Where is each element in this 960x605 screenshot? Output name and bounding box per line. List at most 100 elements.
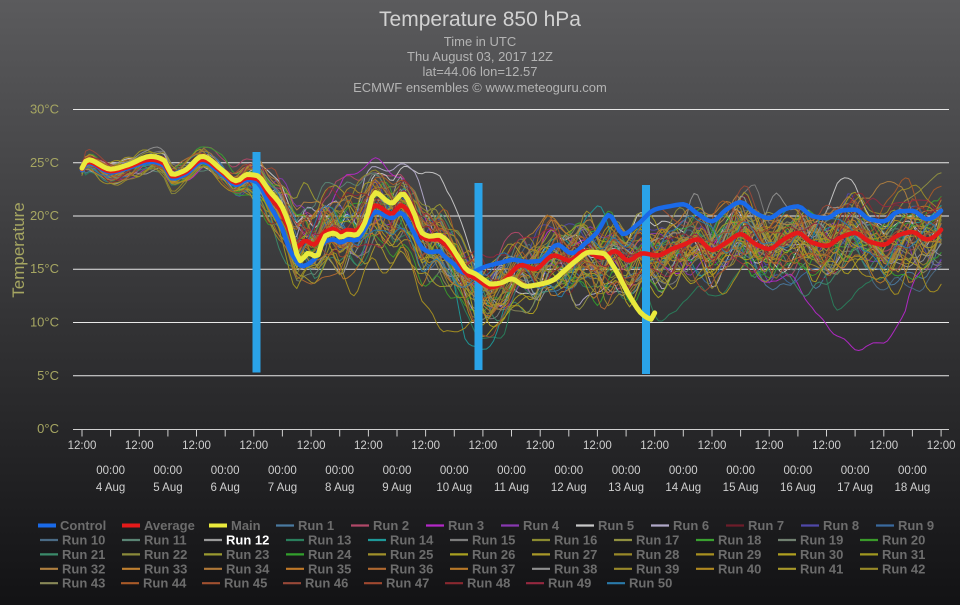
svg-text:Time in UTC: Time in UTC: [444, 34, 516, 49]
svg-text:12:00: 12:00: [297, 440, 326, 452]
svg-text:11 Aug: 11 Aug: [494, 482, 529, 494]
svg-text:10°C: 10°C: [30, 315, 59, 330]
svg-text:00:00: 00:00: [898, 465, 927, 477]
svg-text:15 Aug: 15 Aug: [723, 482, 759, 494]
svg-text:12:00: 12:00: [239, 440, 268, 452]
svg-text:Run 2: Run 2: [373, 518, 409, 533]
svg-text:00:00: 00:00: [669, 465, 698, 477]
svg-text:Run 26: Run 26: [472, 547, 515, 562]
svg-text:4 Aug: 4 Aug: [96, 482, 125, 494]
svg-text:Main: Main: [231, 518, 261, 533]
svg-text:Run 16: Run 16: [554, 533, 597, 548]
svg-text:Thu August 03, 2017 12Z: Thu August 03, 2017 12Z: [407, 49, 553, 64]
svg-text:Run 13: Run 13: [308, 533, 351, 548]
svg-text:12:00: 12:00: [68, 440, 97, 452]
svg-text:Run 34: Run 34: [226, 561, 270, 576]
svg-text:Run 46: Run 46: [305, 576, 348, 591]
svg-text:Run 47: Run 47: [386, 576, 429, 591]
svg-text:0°C: 0°C: [37, 421, 59, 436]
svg-text:12:00: 12:00: [526, 440, 555, 452]
svg-text:Run 41: Run 41: [800, 561, 843, 576]
svg-text:00:00: 00:00: [211, 465, 240, 477]
svg-text:Run 18: Run 18: [718, 533, 761, 548]
svg-text:12:00: 12:00: [927, 440, 956, 452]
svg-text:00:00: 00:00: [154, 465, 183, 477]
svg-text:00:00: 00:00: [268, 465, 297, 477]
svg-text:Run 37: Run 37: [472, 561, 515, 576]
svg-text:30°C: 30°C: [30, 102, 59, 117]
svg-text:12 Aug: 12 Aug: [551, 482, 587, 494]
svg-text:Run 5: Run 5: [598, 518, 634, 533]
svg-text:8 Aug: 8 Aug: [325, 482, 354, 494]
svg-text:Run 44: Run 44: [143, 576, 187, 591]
svg-text:12:00: 12:00: [354, 440, 383, 452]
svg-text:Run 48: Run 48: [467, 576, 510, 591]
svg-text:Control: Control: [60, 518, 106, 533]
svg-text:00:00: 00:00: [784, 465, 813, 477]
svg-text:6 Aug: 6 Aug: [210, 482, 239, 494]
svg-text:Run 25: Run 25: [390, 547, 433, 562]
svg-text:25°C: 25°C: [30, 155, 59, 170]
svg-text:Run 9: Run 9: [898, 518, 934, 533]
svg-text:Run 19: Run 19: [800, 533, 843, 548]
svg-text:14 Aug: 14 Aug: [665, 482, 701, 494]
svg-text:Run 20: Run 20: [882, 533, 925, 548]
svg-text:Run 31: Run 31: [882, 547, 925, 562]
svg-text:15°C: 15°C: [30, 261, 59, 276]
svg-text:12:00: 12:00: [698, 440, 727, 452]
svg-text:Average: Average: [144, 518, 195, 533]
svg-text:Run 14: Run 14: [390, 533, 434, 548]
svg-text:Run 33: Run 33: [144, 561, 187, 576]
svg-text:Run 43: Run 43: [62, 576, 105, 591]
svg-text:00:00: 00:00: [554, 465, 583, 477]
svg-text:Run 27: Run 27: [554, 547, 597, 562]
svg-text:Run 24: Run 24: [308, 547, 352, 562]
svg-text:Run 1: Run 1: [298, 518, 334, 533]
svg-text:Run 38: Run 38: [554, 561, 597, 576]
svg-text:10 Aug: 10 Aug: [436, 482, 472, 494]
svg-text:5 Aug: 5 Aug: [153, 482, 182, 494]
svg-text:Run 49: Run 49: [548, 576, 591, 591]
svg-text:12:00: 12:00: [182, 440, 211, 452]
svg-text:Run 7: Run 7: [748, 518, 784, 533]
svg-text:Run 36: Run 36: [390, 561, 433, 576]
svg-text:5°C: 5°C: [37, 368, 59, 383]
svg-text:00:00: 00:00: [497, 465, 526, 477]
svg-text:12:00: 12:00: [125, 440, 154, 452]
svg-text:00:00: 00:00: [440, 465, 469, 477]
svg-text:00:00: 00:00: [383, 465, 412, 477]
svg-text:Run 29: Run 29: [718, 547, 761, 562]
svg-text:Run 22: Run 22: [144, 547, 187, 562]
svg-text:Run 15: Run 15: [472, 533, 515, 548]
svg-text:lat=44.06 lon=12.57: lat=44.06 lon=12.57: [423, 64, 538, 79]
svg-text:Run 42: Run 42: [882, 561, 925, 576]
svg-text:Run 8: Run 8: [823, 518, 859, 533]
svg-text:00:00: 00:00: [726, 465, 755, 477]
svg-text:Run 12: Run 12: [226, 533, 269, 548]
svg-text:Run 3: Run 3: [448, 518, 484, 533]
svg-text:9 Aug: 9 Aug: [382, 482, 411, 494]
svg-text:Run 21: Run 21: [62, 547, 105, 562]
svg-text:Run 45: Run 45: [224, 576, 267, 591]
svg-text:13 Aug: 13 Aug: [608, 482, 644, 494]
svg-text:Run 11: Run 11: [144, 533, 187, 548]
svg-text:12:00: 12:00: [583, 440, 612, 452]
svg-text:12:00: 12:00: [755, 440, 784, 452]
svg-text:Run 39: Run 39: [636, 561, 679, 576]
svg-text:Run 28: Run 28: [636, 547, 679, 562]
svg-text:Run 10: Run 10: [62, 533, 105, 548]
svg-text:20°C: 20°C: [30, 208, 59, 223]
svg-text:Run 32: Run 32: [62, 561, 105, 576]
svg-text:Run 35: Run 35: [308, 561, 351, 576]
svg-text:00:00: 00:00: [612, 465, 641, 477]
svg-text:12:00: 12:00: [411, 440, 440, 452]
svg-text:12:00: 12:00: [812, 440, 841, 452]
svg-text:Temperature 850 hPa: Temperature 850 hPa: [379, 8, 581, 31]
svg-text:7 Aug: 7 Aug: [268, 482, 297, 494]
svg-text:Run 40: Run 40: [718, 561, 761, 576]
svg-text:17 Aug: 17 Aug: [837, 482, 873, 494]
svg-text:16 Aug: 16 Aug: [780, 482, 816, 494]
svg-text:00:00: 00:00: [325, 465, 354, 477]
svg-text:12:00: 12:00: [469, 440, 498, 452]
svg-text:Run 6: Run 6: [673, 518, 709, 533]
